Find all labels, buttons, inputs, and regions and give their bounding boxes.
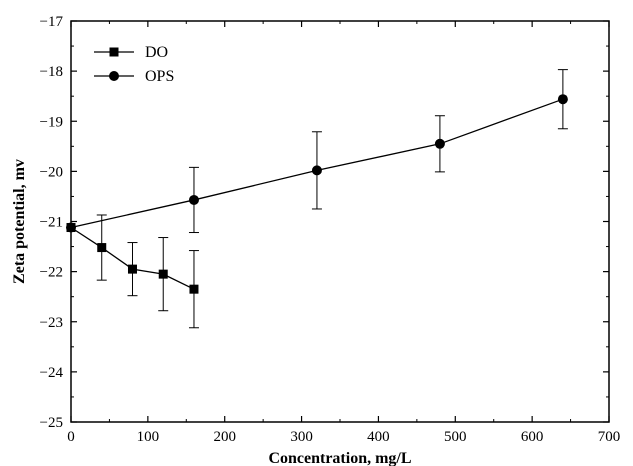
data-point-ops (311, 165, 322, 176)
data-point-ops (557, 94, 568, 105)
data-point-do (158, 269, 168, 279)
x-tick-label: 300 (290, 429, 313, 445)
series-do (66, 214, 199, 329)
y-tick-label: −17 (40, 14, 64, 30)
y-tick-label: −25 (40, 415, 63, 431)
x-tick-label: 100 (137, 429, 160, 445)
legend-label-do: DO (145, 44, 168, 61)
x-axis-title: Concentration, mg/L (268, 450, 411, 466)
x-tick-label: 0 (67, 429, 75, 445)
x-tick-label: 700 (598, 429, 621, 445)
legend: DO OPS (94, 44, 174, 85)
y-tick-label: −18 (40, 64, 63, 80)
legend-marker-do (109, 47, 119, 57)
y-tick-label: −19 (40, 114, 63, 130)
y-tick-label: −20 (40, 164, 63, 180)
series-ops (66, 69, 568, 234)
x-tick-label: 400 (367, 429, 390, 445)
y-tick-label: −21 (40, 215, 63, 231)
axis-ticks: 0 100 200 300 400 500 600 700 −25 −24 −23 −22 −21 −20… (40, 14, 621, 445)
x-tick-label: 600 (521, 429, 544, 445)
data-point-do (189, 284, 199, 294)
y-tick-label: −22 (40, 265, 63, 281)
x-tick-label: 200 (213, 429, 236, 445)
y-tick-label: −24 (40, 365, 64, 381)
data-point-do (127, 264, 137, 274)
plot-frame (70, 20, 610, 423)
x-tick-label: 500 (444, 429, 467, 445)
data-point-do (97, 243, 107, 253)
legend-marker-ops (109, 71, 119, 81)
chart-series (66, 69, 568, 329)
legend-label-ops: OPS (145, 68, 174, 85)
y-axis-title: Zeta potential, mv (11, 159, 28, 284)
data-point-ops (434, 138, 445, 149)
y-tick-label: −23 (40, 315, 63, 331)
data-point-ops (188, 194, 199, 205)
